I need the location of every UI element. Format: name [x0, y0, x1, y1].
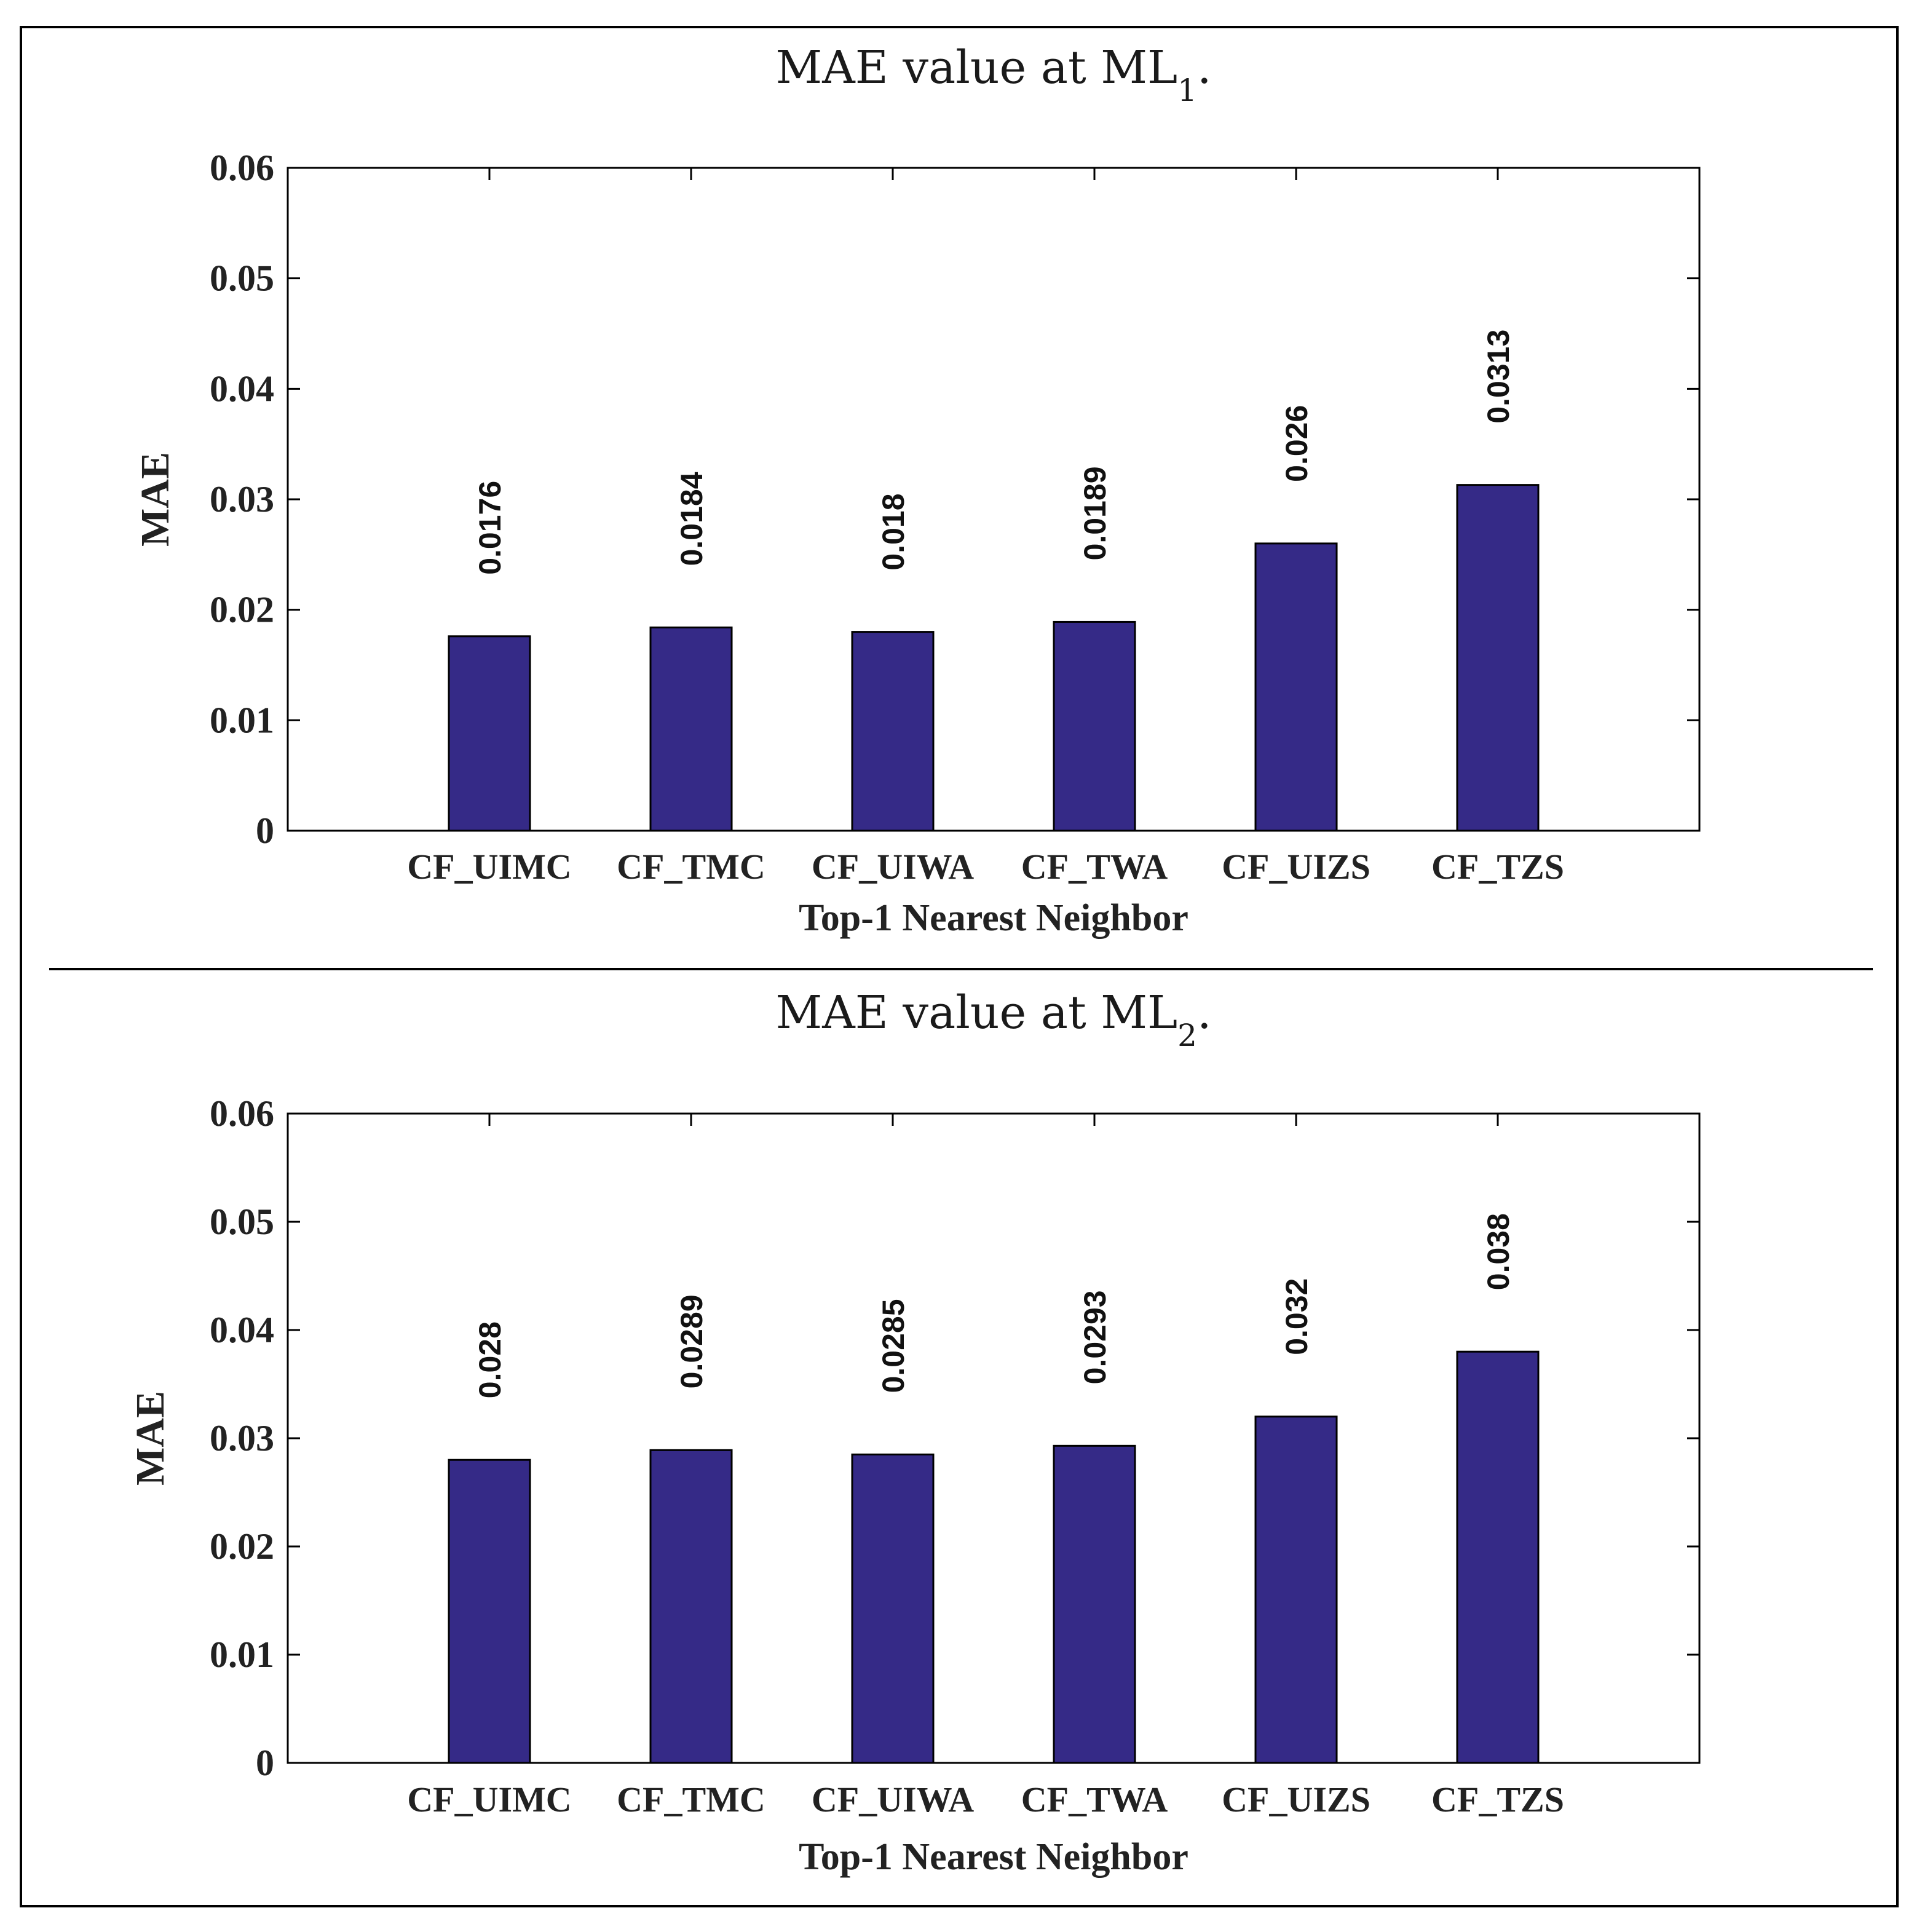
bar — [851, 631, 935, 832]
bar — [1254, 542, 1338, 832]
chart-title-subscript: 1 — [1177, 73, 1197, 108]
chart-title-subscript: 2 — [1177, 1018, 1197, 1053]
x-category-label: CF_UIZS — [1222, 1780, 1370, 1819]
chart-title: MAE value at ML1. — [776, 41, 1212, 108]
bar-data-label: 0.018 — [876, 493, 911, 570]
bar-data-label: 0.0293 — [1078, 1290, 1112, 1384]
chart-panel-ml2: MAE value at ML2. 0 0.01 0.02 0.03 0.04 0.05 0.… — [128, 986, 1701, 1878]
y-tick-label: 0.06 — [210, 148, 274, 188]
x-axis-label: Top-1 Nearest Neighbor — [799, 897, 1188, 939]
bar — [649, 1449, 733, 1764]
y-tick-label: 0 — [256, 810, 274, 851]
x-category-label: CF_TZS — [1431, 847, 1564, 887]
bar — [448, 1459, 531, 1764]
y-tick-label: 0.04 — [210, 1310, 274, 1350]
x-category-label: CF_TWA — [1021, 847, 1168, 887]
y-tick-label: 0 — [256, 1743, 274, 1783]
bar-data-label: 0.0289 — [674, 1294, 709, 1388]
y-tick-label: 0.05 — [210, 258, 274, 299]
outer-frame — [20, 26, 1899, 1907]
chart-title-suffix: . — [1197, 986, 1212, 1039]
chart-title-main: MAE value at ML — [776, 986, 1178, 1039]
bar — [1053, 620, 1136, 832]
y-tick-label: 0.01 — [210, 700, 274, 740]
x-category-label: CF_TMC — [617, 847, 765, 887]
bar-data-label: 0.028 — [473, 1321, 507, 1398]
x-category-label: CF_UIWA — [812, 847, 974, 887]
bar-data-label: 0.026 — [1279, 405, 1314, 482]
bar — [851, 1453, 935, 1764]
bar — [1053, 1444, 1136, 1764]
chart-title-suffix: . — [1197, 41, 1212, 94]
bar — [1456, 484, 1540, 832]
bar — [1456, 1350, 1540, 1764]
x-category-label: CF_TMC — [617, 1780, 765, 1819]
bar-data-label: 0.0176 — [473, 481, 507, 575]
bar-data-label: 0.0189 — [1078, 466, 1112, 560]
y-tick-label: 0.03 — [210, 479, 274, 520]
y-tick-label: 0.01 — [210, 1634, 274, 1675]
y-axis-label: MAE — [128, 1391, 173, 1486]
x-category-label: CF_TZS — [1431, 1780, 1564, 1819]
y-tick-label: 0.03 — [210, 1418, 274, 1459]
bar-data-label: 0.032 — [1279, 1278, 1314, 1355]
y-tick-label: 0.06 — [210, 1093, 274, 1134]
y-tick-label: 0.04 — [210, 368, 274, 409]
y-tick-label: 0.02 — [210, 1526, 274, 1567]
x-category-label: CF_UIZS — [1222, 847, 1370, 887]
y-tick-label: 0.02 — [210, 590, 274, 630]
chart-title-main: MAE value at ML — [776, 41, 1178, 94]
bar-data-label: 0.0184 — [674, 472, 709, 566]
y-axis-label: MAE — [133, 452, 178, 547]
x-axis-label: Top-1 Nearest Neighbor — [799, 1836, 1188, 1878]
bar — [448, 635, 531, 832]
chart-panel-ml1: MAE value at ML1. 0 0.01 0.02 0.03 0.04 0.05 0.… — [133, 41, 1701, 939]
x-category-label: CF_TWA — [1021, 1780, 1168, 1819]
x-category-label: CF_UIMC — [407, 847, 571, 887]
bar — [649, 626, 733, 832]
bar-data-label: 0.038 — [1481, 1213, 1516, 1290]
x-category-label: CF_UIWA — [812, 1780, 974, 1819]
y-tick-label: 0.05 — [210, 1202, 274, 1242]
chart-title: MAE value at ML2. — [776, 986, 1212, 1053]
bar-data-label: 0.0313 — [1481, 330, 1516, 424]
bar — [1254, 1415, 1338, 1764]
bar-data-label: 0.0285 — [876, 1299, 911, 1393]
x-category-label: CF_UIMC — [407, 1780, 571, 1819]
